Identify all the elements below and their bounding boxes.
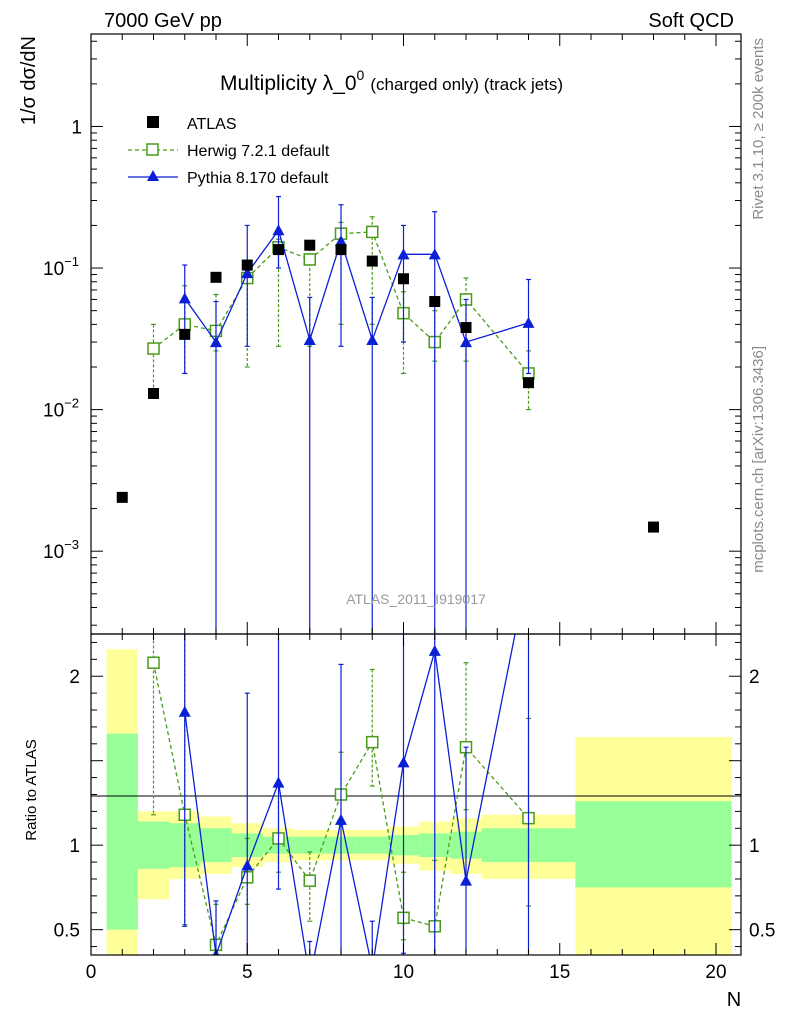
main-pythia-point: [272, 224, 285, 236]
ratio-y-tick-label-left: 1: [69, 836, 80, 857]
ratio-y-tick-label-right: 2: [749, 667, 760, 688]
ratio-pythia-point: [304, 973, 316, 984]
main-atlas-point: [210, 271, 222, 283]
mcplots-label: mcplots.cern.ch [arXiv:1306.3436]: [750, 346, 767, 573]
main-atlas-point: [523, 377, 534, 389]
ratio-pythia-line: [184, 634, 516, 955]
chart-title-sup: 0: [357, 67, 365, 83]
chart-title: Multiplicity λ_00 (charged only) (track j…: [220, 67, 563, 95]
main-atlas-point: [116, 491, 128, 503]
main-pythia-point: [178, 292, 191, 304]
main-plot-area: [116, 195, 659, 634]
ratio-x-tick-label: 20: [705, 962, 726, 983]
ratio-ylabel: Ratio to ATLAS: [23, 739, 40, 840]
main-y-tick-base: 10: [43, 259, 64, 280]
main-atlas-point: [366, 255, 378, 267]
main-atlas-point: [398, 273, 409, 285]
main-pythia-point: [428, 248, 441, 260]
main-pythia-point: [303, 334, 316, 346]
main-pythia-point: [460, 336, 472, 348]
main-y-tick-label: 10−1: [43, 254, 79, 280]
main-panel: 110−110−210−3 1/σ dσ/dN Multiplicity λ_0…: [18, 33, 742, 635]
main-y-tick-base: 10: [43, 401, 64, 422]
header-left: 7000 GeV pp: [104, 10, 222, 32]
legend-herwig-label: Herwig 7.2.1 default: [187, 143, 330, 160]
main-herwig-point: [366, 225, 379, 239]
ratio-x-tick-label: 10: [393, 962, 414, 983]
main-y-tick-label: 1: [71, 117, 82, 138]
legend-atlas-marker: [147, 116, 159, 128]
main-y-tick-exp: −2: [64, 396, 79, 411]
main-atlas-point: [241, 259, 253, 271]
ratio-band-inner: [106, 733, 138, 930]
main-atlas-point: [304, 239, 316, 251]
main-pythia-point: [522, 316, 535, 328]
ratio-pythia-point: [460, 874, 472, 886]
legend: ATLAS Herwig 7.2.1 default Pythia 8.170 …: [128, 116, 330, 187]
main-herwig-point: [303, 253, 316, 266]
ratio-herwig-point: [366, 735, 379, 749]
main-atlas-point: [179, 328, 191, 340]
ratio-pythia-point: [366, 963, 378, 974]
ratio-pythia-point: [428, 644, 441, 656]
ratio-band-inner: [137, 821, 170, 869]
legend-pythia-marker: [147, 170, 159, 181]
legend-atlas-label: ATLAS: [187, 116, 237, 133]
main-pythia-point: [397, 248, 410, 260]
rivet-label: Rivet 3.1.10, ≥ 200k events: [750, 38, 767, 220]
ratio-band-inner: [294, 836, 326, 854]
main-pythia-line: [184, 228, 529, 344]
ratio-pythia-point: [272, 776, 285, 788]
main-y-tick-exp: −1: [64, 254, 79, 269]
ratio-x-tick-label: 0: [86, 962, 97, 983]
ratio-bands: [106, 649, 732, 955]
ratio-pythia-point: [397, 756, 410, 768]
ratio-pythia-point: [178, 705, 191, 717]
main-atlas-point: [273, 244, 284, 256]
main-atlas-point: [148, 387, 159, 399]
main-y-tick-label: 10−3: [43, 537, 79, 563]
chart-title-main: Multiplicity λ_0: [220, 72, 357, 95]
main-y-tick-base: 10: [43, 542, 64, 563]
ratio-pythia-point: [335, 813, 347, 825]
ratio-band-inner: [356, 836, 388, 854]
main-pythia-point: [335, 235, 347, 247]
legend-pythia-label: Pythia 8.170 default: [187, 170, 329, 187]
main-atlas-point: [460, 322, 472, 334]
watermark: ATLAS_2011_I919017: [346, 591, 486, 607]
ratio-band-inner: [575, 801, 732, 888]
ratio-y-tick-label-right: 0.5: [749, 921, 775, 942]
main-axis-ticks: 110−110−210−3: [43, 34, 741, 634]
main-herwig-point: [147, 342, 160, 355]
ratio-pythia-point: [241, 859, 254, 871]
ratio-plot-area: [147, 560, 535, 984]
main-y-tick-exp: −3: [64, 537, 79, 552]
main-ylabel: 1/σ dσ/dN: [18, 36, 40, 125]
ratio-herwig-point: [303, 874, 316, 887]
main-pythia-point: [241, 267, 254, 279]
ratio-band-inner: [200, 828, 232, 863]
main-pythia-point: [210, 336, 222, 348]
ratio-y-tick-label-left: 0.5: [54, 921, 80, 942]
ratio-axis-ticks: 2 2 1 1 0.5 0.5 0 5 10 15 20: [54, 634, 775, 983]
ratio-y-tick-label-left: 2: [69, 667, 80, 688]
legend-herwig-marker: [146, 143, 159, 156]
ratio-x-tick-label: 15: [549, 962, 570, 983]
main-pythia-point: [366, 334, 379, 346]
ratio-x-tick-label: 5: [242, 962, 253, 983]
main-y-tick-label: 10−2: [43, 396, 79, 422]
main-atlas-point: [335, 244, 347, 256]
ratio-pythia-point: [523, 560, 535, 571]
ratio-herwig-point: [147, 656, 160, 669]
ratio-panel: 2 2 1 1 0.5 0.5 0 5 10 15 20 Ratio to ATLAS N: [23, 560, 775, 1011]
main-atlas-point: [648, 521, 659, 533]
ratio-herwig-line: [152, 662, 529, 947]
chart-title-suffix: (charged only) (track jets): [370, 75, 563, 94]
header-right: Soft QCD: [648, 10, 734, 32]
ratio-xlabel: N: [727, 989, 741, 1011]
main-atlas-point: [429, 296, 441, 308]
ratio-y-tick-label-right: 1: [749, 836, 760, 857]
